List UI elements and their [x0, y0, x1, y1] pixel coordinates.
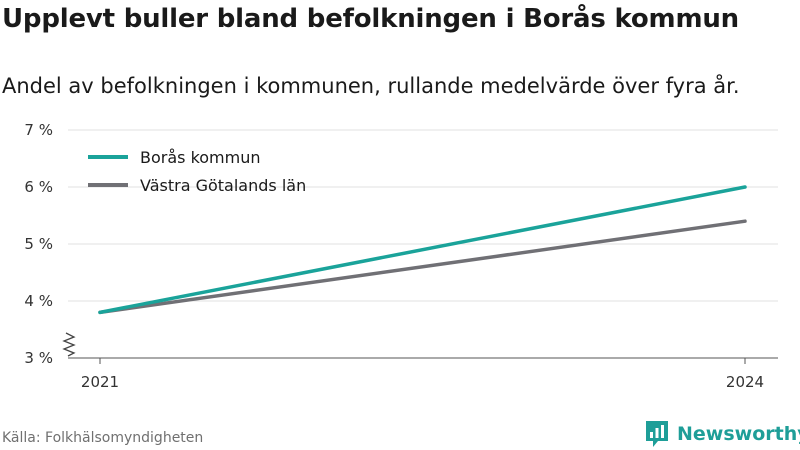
brand-name: Newsworthy [677, 423, 800, 445]
axis-break-mark [62, 332, 76, 357]
x-tick-label: 2021 [81, 373, 119, 391]
series-line-vastra-gotalands-lan [98, 219, 747, 315]
y-tick-label: 7 % [24, 121, 53, 139]
x-tick-label: 2024 [726, 373, 764, 391]
source-note: Källa: Folkhälsomyndigheten [2, 430, 204, 446]
y-tick-label: 5 % [24, 235, 53, 253]
y-tick-label: 3 % [24, 349, 53, 367]
chart-title: Upplevt buller bland befolkningen i Borå… [2, 4, 739, 34]
legend-label: Borås kommun [140, 148, 261, 167]
y-tick-label: 6 % [24, 178, 53, 196]
legend-label: Västra Götalands län [140, 176, 306, 195]
chart-subtitle: Andel av befolkningen i kommunen, rullan… [2, 74, 740, 98]
series-line-boras-kommun [98, 185, 747, 315]
y-tick-label: 4 % [24, 292, 53, 310]
newsworthy-logo-icon [646, 421, 668, 447]
brand: Newsworthy [644, 419, 800, 449]
